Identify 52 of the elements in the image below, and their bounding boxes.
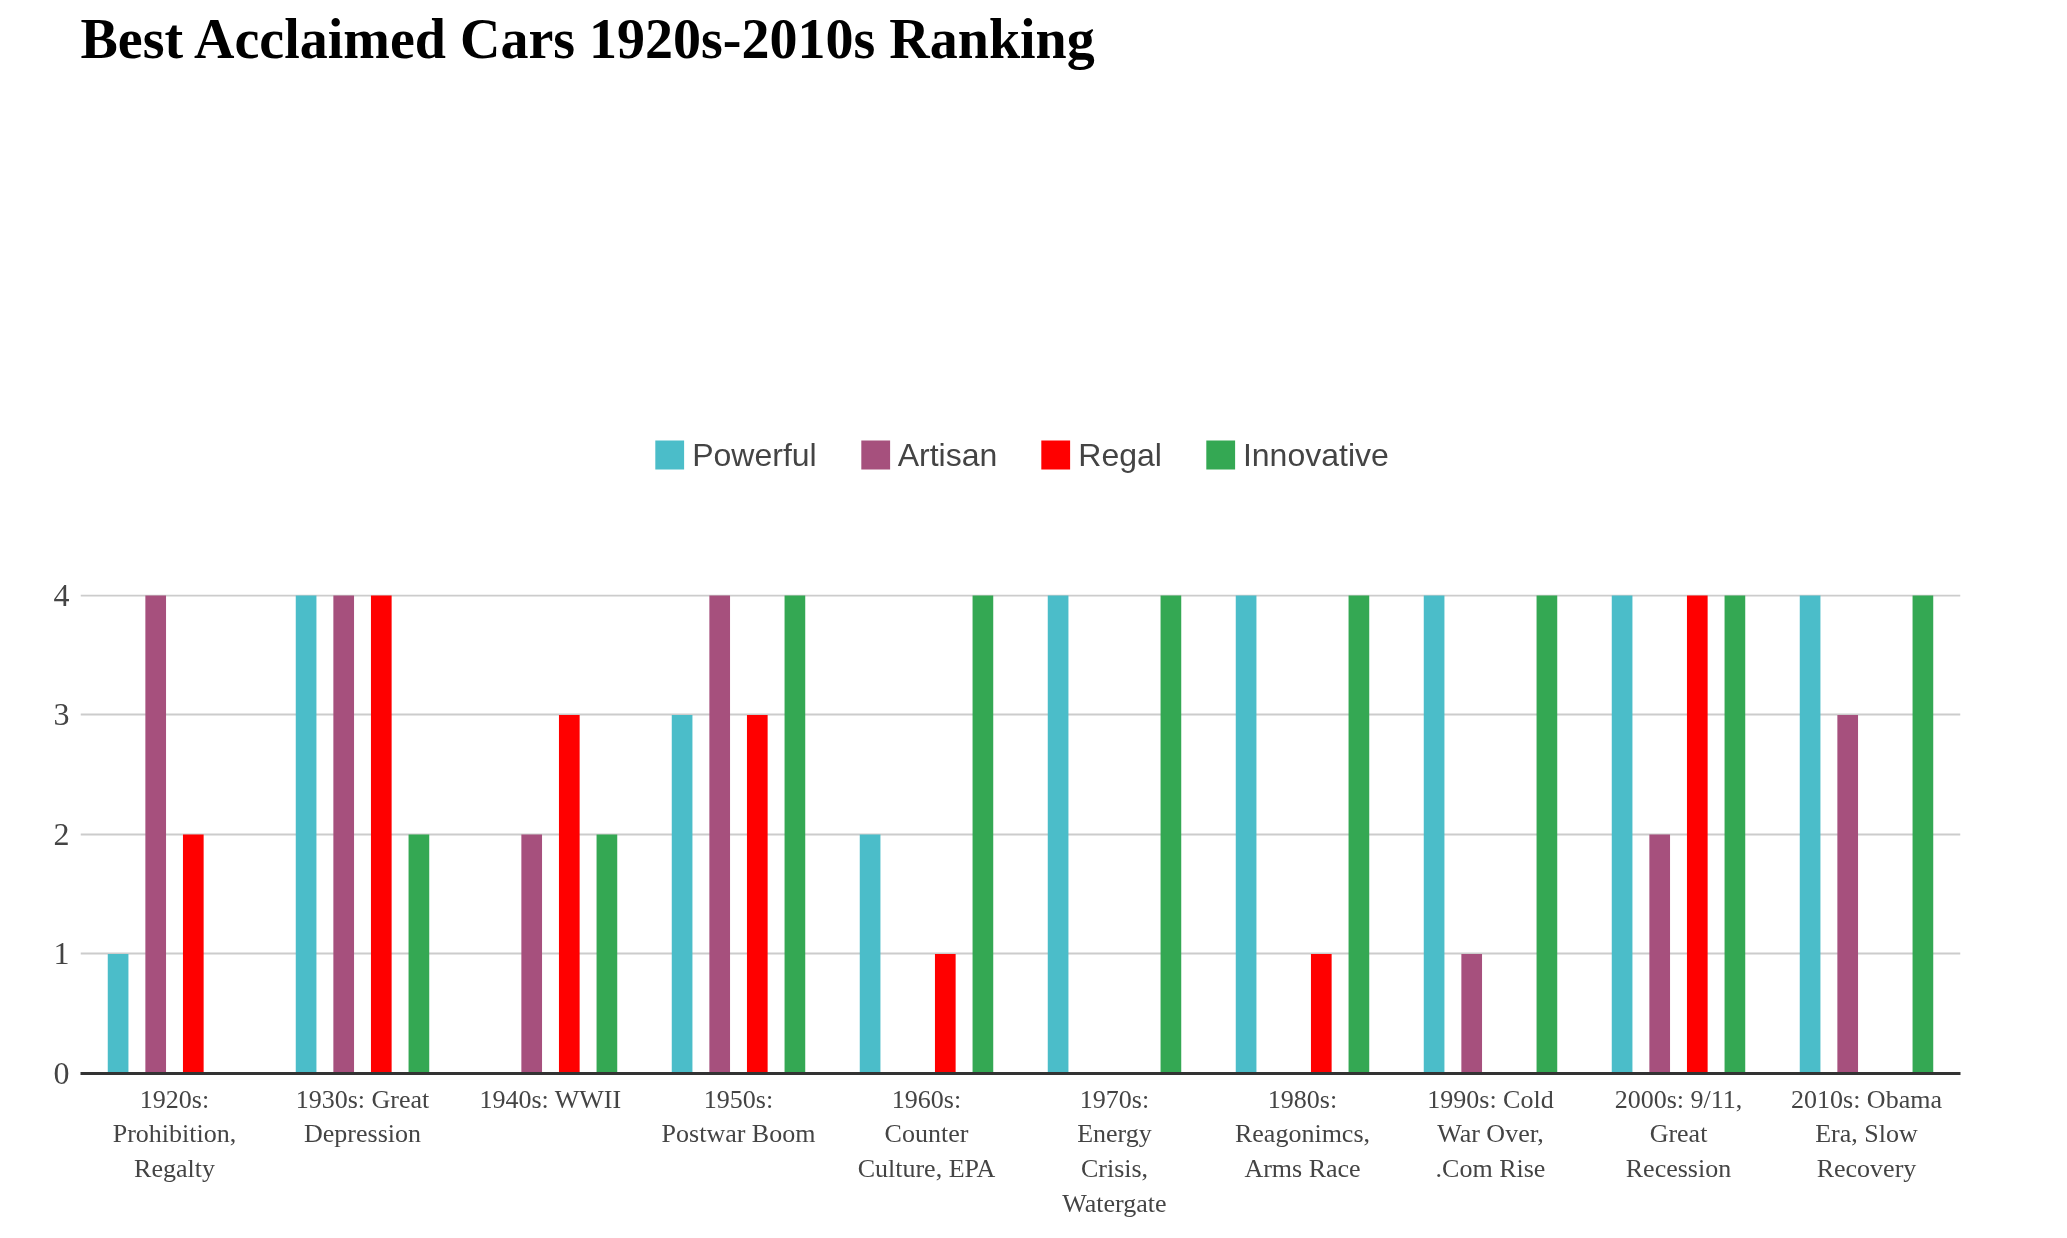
bar <box>972 595 994 1074</box>
bar <box>182 834 204 1074</box>
bar <box>1310 953 1332 1074</box>
y-tick-label: 1 <box>53 935 70 972</box>
bar <box>596 834 618 1074</box>
bar <box>1799 595 1821 1074</box>
bar <box>784 595 806 1074</box>
bar <box>1611 595 1633 1074</box>
legend-label: Innovative <box>1242 436 1389 474</box>
bar <box>145 595 167 1074</box>
bar <box>1235 595 1257 1074</box>
bar <box>1686 595 1708 1074</box>
x-tick-label: 1990s: Cold War Over, .Com Rise <box>1427 1084 1554 1184</box>
legend-label: Regal <box>1078 436 1162 474</box>
bar <box>521 834 543 1074</box>
bar <box>1536 595 1558 1074</box>
bar <box>1649 834 1671 1074</box>
x-tick-label: 1920s: Prohibition, Regalty <box>112 1084 237 1184</box>
x-tick-label: 1950s: Postwar Boom <box>661 1084 816 1149</box>
bar <box>671 714 693 1074</box>
bar <box>859 834 881 1074</box>
x-tick-label: 1960s: Counter Culture, EPA <box>857 1084 996 1184</box>
x-tick-label: 1940s: WWII <box>479 1084 622 1114</box>
bar <box>333 595 355 1074</box>
y-tick-label: 3 <box>53 696 70 733</box>
bar <box>1724 595 1746 1074</box>
bar <box>408 834 430 1074</box>
x-tick-label: 1970s: Energy Crisis, Watergate <box>1062 1084 1167 1218</box>
bar <box>1837 714 1859 1074</box>
bar <box>1461 953 1483 1074</box>
chart-title: Best Acclaimed Cars 1920s-2010s Ranking <box>80 7 1095 70</box>
bar <box>1912 595 1934 1074</box>
x-tick-label: 1930s: Great Depression <box>295 1084 431 1149</box>
bar <box>1348 595 1370 1074</box>
x-tick-label: 2010s: Obama Era, Slow Recovery <box>1791 1084 1943 1184</box>
y-tick-label: 2 <box>53 815 70 852</box>
y-tick-label: 4 <box>53 576 70 613</box>
x-tick-label: 2000s: 9/11, Great Recession <box>1614 1084 1743 1184</box>
legend-label: Powerful <box>692 436 817 474</box>
bar <box>1047 595 1069 1074</box>
bar <box>934 953 956 1074</box>
bar <box>709 595 731 1074</box>
bar <box>1423 595 1445 1074</box>
bar <box>107 953 129 1074</box>
bar <box>746 714 768 1074</box>
bar <box>295 595 317 1074</box>
bar <box>558 714 580 1074</box>
y-tick-label: 0 <box>53 1055 70 1091</box>
bar <box>1160 595 1182 1074</box>
legend-label: Artisan <box>897 436 998 474</box>
bar <box>370 595 392 1074</box>
x-tick-label: 1980s: Reagonimcs, Arms Race <box>1234 1084 1371 1184</box>
